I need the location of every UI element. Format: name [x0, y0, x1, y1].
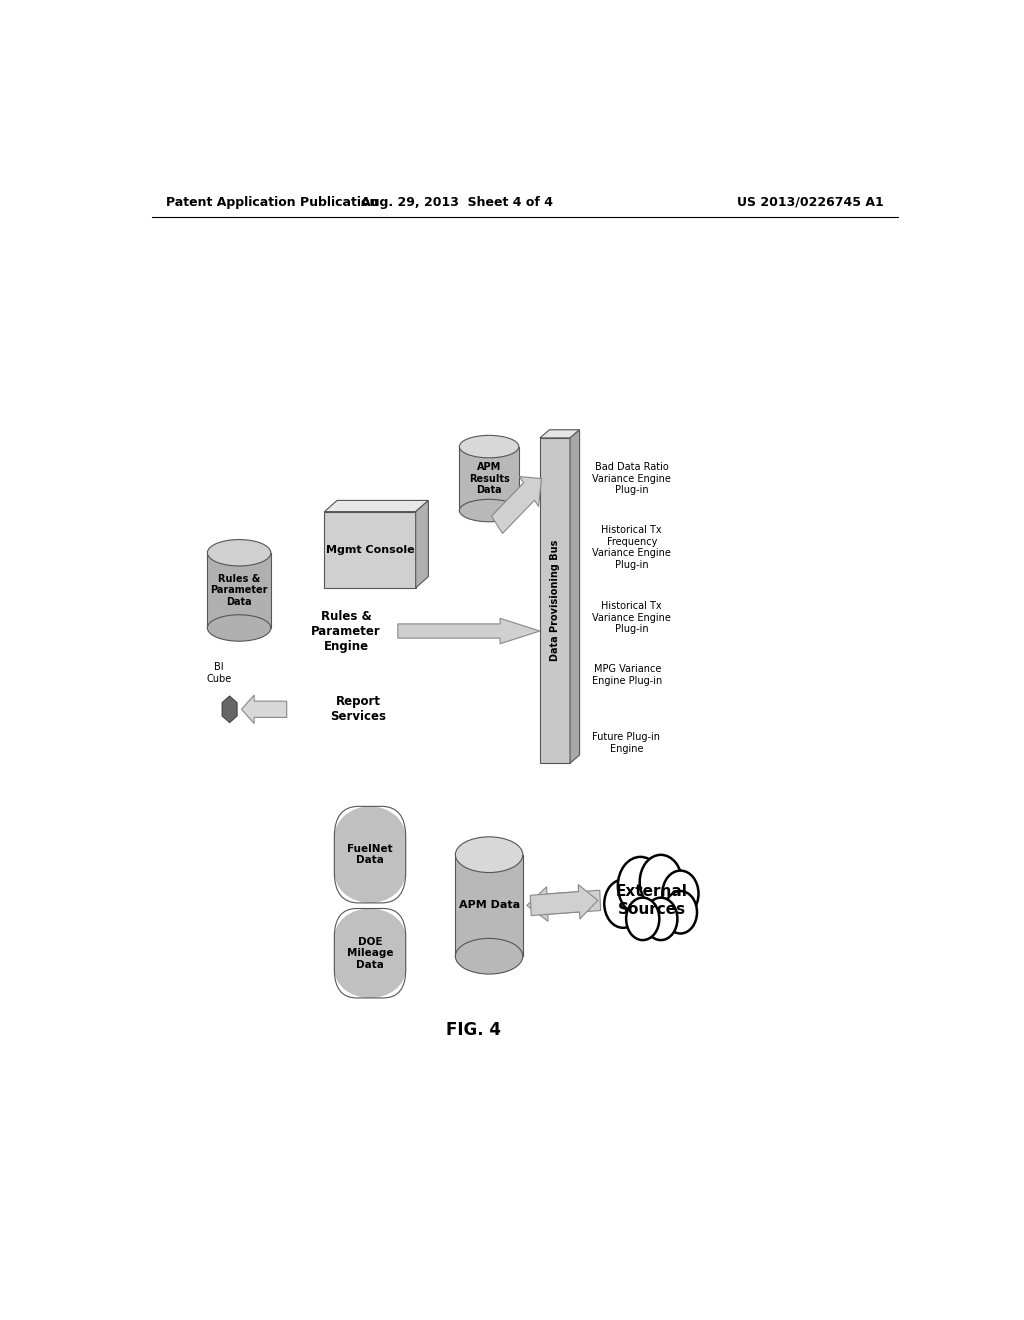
Text: Bad Data Ratio
Variance Engine
Plug-in: Bad Data Ratio Variance Engine Plug-in: [592, 462, 671, 495]
Circle shape: [617, 857, 664, 915]
Polygon shape: [460, 446, 519, 511]
Polygon shape: [526, 887, 601, 921]
Text: DOE
Mileage
Data: DOE Mileage Data: [347, 937, 393, 970]
Text: Data Provisioning Bus: Data Provisioning Bus: [550, 540, 560, 661]
Text: MPG Variance
Engine Plug-in: MPG Variance Engine Plug-in: [592, 664, 663, 685]
Ellipse shape: [460, 436, 519, 458]
Ellipse shape: [456, 939, 523, 974]
Text: Historical Tx
Frequency
Variance Engine
Plug-in: Historical Tx Frequency Variance Engine …: [592, 525, 671, 570]
Polygon shape: [570, 430, 580, 763]
Ellipse shape: [334, 807, 406, 869]
Polygon shape: [334, 837, 406, 873]
Polygon shape: [492, 477, 542, 533]
Ellipse shape: [456, 837, 523, 873]
Polygon shape: [242, 696, 287, 723]
Polygon shape: [325, 512, 416, 587]
Text: Patent Application Publication: Patent Application Publication: [166, 195, 379, 209]
Text: APM
Results
Data: APM Results Data: [469, 462, 510, 495]
Text: APM Data: APM Data: [459, 900, 519, 911]
Text: FuelNet
Data: FuelNet Data: [347, 843, 393, 866]
Text: Mgmt Console: Mgmt Console: [326, 545, 415, 554]
Text: US 2013/0226745 A1: US 2013/0226745 A1: [737, 195, 884, 209]
Text: Historical Tx
Variance Engine
Plug-in: Historical Tx Variance Engine Plug-in: [592, 601, 671, 635]
Ellipse shape: [334, 841, 406, 903]
Polygon shape: [334, 937, 406, 969]
Polygon shape: [207, 553, 270, 628]
Text: FIG. 4: FIG. 4: [445, 1022, 501, 1039]
Ellipse shape: [460, 499, 519, 521]
Ellipse shape: [207, 540, 270, 566]
Text: External
Sources: External Sources: [615, 884, 688, 916]
Ellipse shape: [207, 615, 270, 642]
Ellipse shape: [334, 908, 406, 966]
Circle shape: [640, 855, 682, 909]
Polygon shape: [540, 430, 580, 438]
Text: Rules &
Parameter
Engine: Rules & Parameter Engine: [311, 610, 381, 652]
Circle shape: [644, 898, 678, 940]
Polygon shape: [397, 618, 540, 644]
Circle shape: [626, 898, 659, 940]
Polygon shape: [530, 884, 598, 919]
Ellipse shape: [334, 941, 406, 998]
Text: Future Plug-in
Engine: Future Plug-in Engine: [592, 733, 660, 754]
Circle shape: [663, 871, 698, 917]
Circle shape: [604, 879, 642, 928]
Circle shape: [664, 891, 697, 933]
Polygon shape: [540, 438, 570, 763]
Polygon shape: [325, 500, 428, 512]
Text: Rules &
Parameter
Data: Rules & Parameter Data: [210, 574, 268, 607]
Polygon shape: [222, 696, 238, 723]
Polygon shape: [456, 854, 523, 956]
Text: Aug. 29, 2013  Sheet 4 of 4: Aug. 29, 2013 Sheet 4 of 4: [361, 195, 553, 209]
Polygon shape: [416, 500, 428, 587]
Text: Report
Services: Report Services: [331, 696, 386, 723]
Text: BI
Cube: BI Cube: [207, 663, 231, 684]
